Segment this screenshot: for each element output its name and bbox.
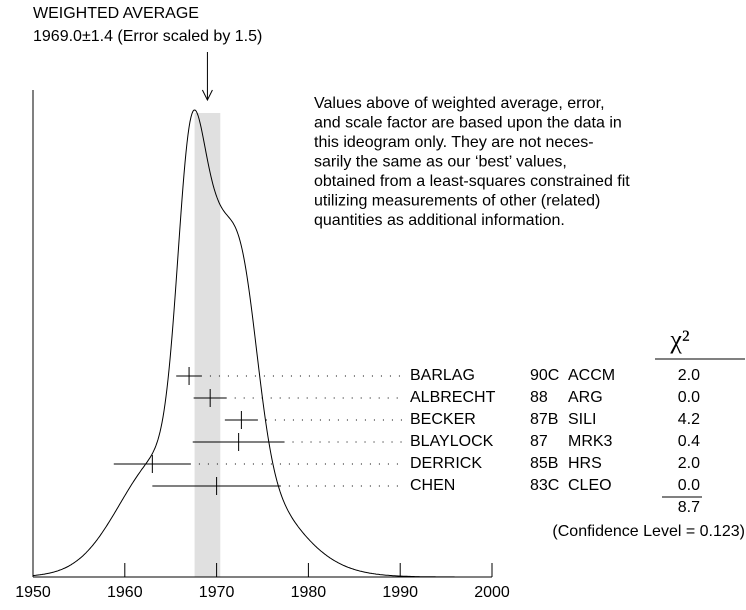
x-tick-label: 1960 [107, 584, 143, 601]
measurement-chi2: 4.2 [678, 411, 700, 428]
note-line: utilizing measurements of other (related… [314, 193, 600, 210]
measurement-name: CHEN [410, 477, 455, 494]
measurement-chi2: 0.0 [678, 477, 700, 494]
note-line: this ideogram only. They are not neces- [314, 134, 594, 151]
note-line: Values above of weighted average, error, [314, 95, 605, 112]
measurement-ref: 87B [530, 411, 558, 428]
measurement-ref: 90C [530, 367, 559, 384]
x-tick-label: 1980 [291, 584, 327, 601]
measurement-experiment: MRK3 [568, 433, 613, 450]
measurement-ref: 87 [530, 433, 548, 450]
measurement-experiment: CLEO [568, 477, 612, 494]
measurement-experiment: ARG [568, 389, 603, 406]
note-line: obtained from a least-squares constraine… [314, 173, 630, 190]
chi2-header: χ² [669, 325, 690, 354]
measurement-experiment: HRS [568, 455, 602, 472]
measurement-ref: 85B [530, 455, 558, 472]
note-line: and scale factor are based upon the data… [314, 115, 622, 132]
measurement-name: BARLAG [410, 367, 475, 384]
measurement-ref: 88 [530, 389, 548, 406]
measurement-ref: 83C [530, 477, 559, 494]
measurement-experiment: ACCM [568, 367, 615, 384]
chart-subtitle: 1969.0±1.4 (Error scaled by 1.5) [33, 28, 262, 45]
measurement-name: BLAYLOCK [410, 433, 494, 450]
confidence-level: (Confidence Level = 0.123) [552, 523, 745, 540]
measurement-chi2: 0.4 [678, 433, 700, 450]
note-line: quantities as additional information. [314, 212, 565, 229]
measurement-name: ALBRECHT [410, 389, 496, 406]
note-line: sarily the same as our ‘best’ values, [314, 154, 567, 171]
average-arrow-head [201, 89, 213, 102]
average-band [194, 113, 221, 577]
measurement-name: BECKER [410, 411, 476, 428]
x-tick-label: 1950 [15, 584, 51, 601]
measurement-chi2: 2.0 [678, 367, 700, 384]
measurement-chi2: 0.0 [678, 389, 700, 406]
x-tick-label: 1990 [382, 584, 418, 601]
chart-title: WEIGHTED AVERAGE [33, 5, 199, 22]
chi2-total: 8.7 [678, 499, 700, 516]
measurement-chi2: 2.0 [678, 455, 700, 472]
x-tick-label: 1970 [199, 584, 235, 601]
x-tick-label: 2000 [474, 584, 510, 601]
measurement-experiment: SILI [568, 411, 596, 428]
measurement-name: DERRICK [410, 455, 482, 472]
